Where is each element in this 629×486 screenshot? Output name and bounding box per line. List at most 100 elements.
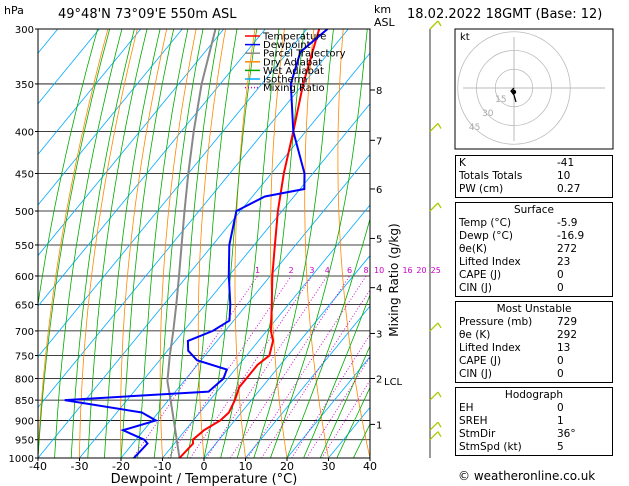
index-label: CAPE (J) — [459, 355, 502, 367]
isotherm-line — [203, 254, 370, 458]
hodograph-frame — [454, 28, 614, 150]
wet-adiabat-line — [336, 386, 370, 458]
index-row: CAPE (J) 0 — [459, 355, 609, 368]
km-tick-label: 1 — [376, 420, 382, 431]
wet-adiabat-line — [137, 29, 189, 458]
wind-barb — [429, 202, 439, 212]
dry-adiabat-line — [337, 29, 370, 458]
wind-barb — [429, 391, 439, 401]
copyright-footer: © weatheronline.co.uk — [458, 469, 596, 483]
pressure-tick-label: 350 — [15, 80, 34, 91]
isotherm-line — [38, 52, 370, 458]
lcl-label: LCL — [384, 377, 403, 388]
legend-label: Mixing Ratio — [263, 83, 325, 94]
index-row: StmDir 36° — [459, 428, 609, 441]
temperature-tick-label: 10 — [239, 460, 253, 473]
index-value: 0 — [557, 282, 564, 294]
isotherm-line — [245, 305, 370, 458]
temperature-tick-label: -40 — [29, 460, 47, 473]
wind-barb-flag — [437, 20, 442, 27]
wet-adiabat-line — [270, 29, 368, 458]
index-label: PW (cm) — [459, 183, 504, 195]
index-row: Lifted Index 13 — [459, 342, 609, 355]
index-label: Pressure (mb) — [459, 316, 533, 328]
wet-adiabat-line — [38, 29, 98, 308]
hpa-label: hPa — [4, 4, 24, 17]
index-label: θe(K) — [459, 243, 487, 255]
hodograph-ring-label: 15 — [495, 95, 506, 105]
wind-barb — [429, 322, 439, 332]
pressure-tick-label: 1000 — [9, 454, 34, 465]
index-label: StmSpd (kt) — [459, 441, 522, 453]
index-value: 292 — [557, 329, 578, 341]
index-value: -16.9 — [557, 230, 585, 242]
pressure-tick-label: 750 — [15, 351, 34, 362]
index-label: Dewp (°C) — [459, 230, 513, 242]
wind-barb-flag — [437, 391, 442, 398]
index-row: Lifted Index 23 — [459, 256, 609, 269]
location-title: 49°48'N 73°09'E 550m ASL — [58, 7, 237, 22]
indices-panel: K -41 Totals Totals 10 PW (cm) 0.27 Surface T… — [455, 155, 613, 460]
hodograph-title: Hodograph — [504, 389, 564, 401]
mixing-ratio-line — [306, 356, 370, 458]
most-unstable-title: Most Unstable — [496, 303, 572, 315]
wet-adiabat-line — [54, 29, 123, 458]
temperature-profile-line — [178, 29, 321, 458]
wet-adiabat-line — [253, 29, 334, 458]
pressure-tick-label: 800 — [15, 374, 34, 385]
dry-adiabat-line — [401, 29, 453, 458]
isotherm-line — [38, 29, 183, 206]
index-row: CIN (J) 0 — [459, 282, 609, 295]
mixing-ratio-label: 10 — [374, 266, 384, 275]
legend-label: Dewpoint — [263, 40, 311, 51]
isotherm-line — [286, 356, 370, 458]
index-label: K — [459, 157, 466, 169]
wet-adiabat-line — [286, 217, 370, 458]
pressure-tick-label: 650 — [15, 301, 34, 312]
isotherm-line — [38, 29, 266, 307]
index-row: Pressure (mb) 729 — [459, 316, 609, 329]
mixing-ratio-label: 20 — [416, 266, 426, 275]
pressure-tick-label: 850 — [15, 396, 34, 407]
km-tick-label: 2 — [376, 374, 382, 385]
wind-barb — [429, 421, 439, 431]
isotherm-line — [162, 204, 370, 458]
mixing-ratio-label: 16 — [402, 266, 412, 275]
wet-adiabat-line — [236, 29, 305, 458]
temperature-tick-label: -10 — [154, 460, 172, 473]
index-row: CIN (J) 0 — [459, 368, 609, 381]
index-row: Temp (°C) -5.9 — [459, 217, 609, 230]
km-tick-label: 7 — [376, 136, 382, 147]
hodograph-kt-label: kt — [460, 32, 470, 43]
dewpoint-profile-line — [64, 29, 329, 458]
isotherm-line — [79, 103, 370, 458]
dry-adiabat-line — [79, 29, 138, 458]
legend-label: Wet Adiabat — [263, 66, 324, 77]
index-value: 23 — [557, 256, 571, 268]
x-axis-label: Dewpoint / Temperature (°C) — [111, 472, 298, 486]
index-value: 0 — [557, 355, 564, 367]
pressure-tick-label: 500 — [15, 207, 34, 218]
dry-adiabat-line — [234, 29, 256, 458]
wet-adiabat-line — [70, 29, 135, 458]
wet-adiabat-line — [170, 29, 220, 458]
mixing-ratio-label: 2 — [289, 266, 294, 275]
mixing-ratio-label: 6 — [347, 266, 352, 275]
index-row: θe(K) 272 — [459, 243, 609, 256]
surface-title: Surface — [513, 204, 554, 216]
temperature-tick-label: 20 — [280, 460, 294, 473]
mixing-ratio-label: 25 — [431, 266, 441, 275]
mixing-ratio-label: 4 — [325, 266, 330, 275]
index-value: 13 — [557, 342, 571, 354]
index-value: 1 — [557, 415, 564, 427]
km-label: km — [374, 3, 391, 16]
index-value: 10 — [557, 170, 571, 182]
pressure-tick-label: 950 — [15, 436, 34, 447]
dry-adiabat-line — [120, 29, 168, 458]
mixing-ratio-line — [168, 275, 292, 458]
temperature-tick-label: -20 — [112, 460, 130, 473]
index-row: θe (K) 292 — [459, 329, 609, 342]
mixing-ratio-line — [190, 275, 313, 458]
dry-adiabat-line — [197, 29, 226, 458]
wet-adiabat-line — [120, 29, 175, 458]
